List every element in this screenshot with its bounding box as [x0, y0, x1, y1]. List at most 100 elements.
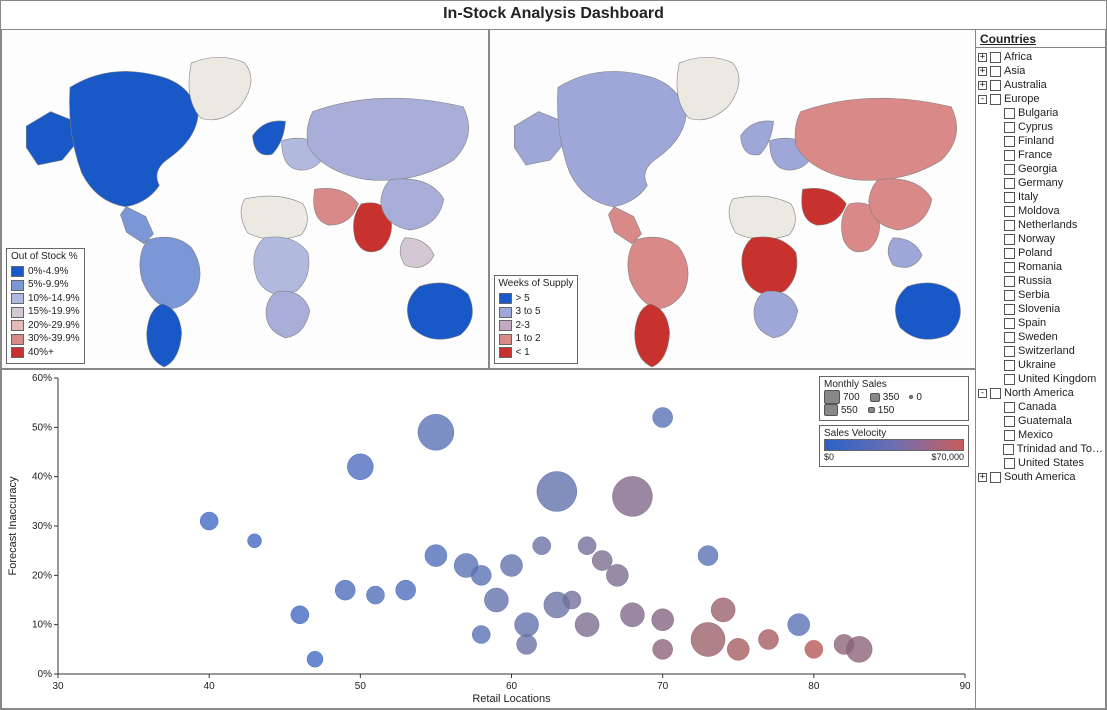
tree-item-europe[interactable]: -Europe: [978, 92, 1103, 106]
tree-item-romania[interactable]: Romania: [978, 260, 1103, 274]
checkbox-icon[interactable]: [1004, 150, 1015, 161]
scatter-point[interactable]: [248, 534, 262, 548]
region-na[interactable]: [557, 71, 686, 206]
scatter-point[interactable]: [578, 537, 596, 555]
scatter-point[interactable]: [620, 603, 644, 627]
tree-item-cyprus[interactable]: Cyprus: [978, 120, 1103, 134]
region-central_am[interactable]: [608, 207, 641, 244]
tree-item-canada[interactable]: Canada: [978, 400, 1103, 414]
scatter-point[interactable]: [537, 471, 577, 511]
legend-item[interactable]: 15%-19.9%: [11, 306, 80, 319]
region-mideast[interactable]: [801, 188, 846, 225]
legend-item[interactable]: 2-3: [499, 320, 574, 333]
region-cafrica[interactable]: [741, 237, 796, 294]
scatter-point[interactable]: [515, 613, 539, 637]
tree-item-united-kingdom[interactable]: United Kingdom: [978, 372, 1103, 386]
scatter-point[interactable]: [846, 636, 872, 662]
checkbox-icon[interactable]: [1004, 220, 1015, 231]
scatter-point[interactable]: [347, 454, 373, 480]
tree-item-moldova[interactable]: Moldova: [978, 204, 1103, 218]
region-weu[interactable]: [740, 121, 773, 155]
legend-item[interactable]: > 5: [499, 293, 574, 306]
tree-item-africa[interactable]: +Africa: [978, 50, 1103, 64]
tree-item-south-america[interactable]: +South America: [978, 470, 1103, 484]
region-sa_north[interactable]: [140, 237, 200, 309]
region-central_am[interactable]: [120, 207, 153, 244]
region-oz[interactable]: [407, 283, 472, 339]
scatter-point[interactable]: [711, 598, 735, 622]
region-cafrica[interactable]: [254, 237, 309, 294]
checkbox-icon[interactable]: [1004, 192, 1015, 203]
checkbox-icon[interactable]: [1004, 304, 1015, 315]
region-na[interactable]: [69, 71, 198, 206]
legend-item[interactable]: 30%-39.9%: [11, 333, 80, 346]
checkbox-icon[interactable]: [1004, 290, 1015, 301]
region-safrica[interactable]: [753, 291, 797, 338]
tree-item-bulgaria[interactable]: Bulgaria: [978, 106, 1103, 120]
checkbox-icon[interactable]: [1004, 430, 1015, 441]
legend-item[interactable]: 5%-9.9%: [11, 279, 80, 292]
checkbox-icon[interactable]: [1004, 178, 1015, 189]
map-out-of-stock[interactable]: Out of Stock % 0%-4.9%5%-9.9%10%-14.9%15…: [1, 29, 489, 369]
scatter-point[interactable]: [652, 609, 674, 631]
legend-item[interactable]: 20%-29.9%: [11, 320, 80, 333]
scatter-point[interactable]: [653, 639, 673, 659]
checkbox-icon[interactable]: [1004, 276, 1015, 287]
checkbox-icon[interactable]: [1004, 318, 1015, 329]
legend-item[interactable]: 1 to 2: [499, 333, 574, 346]
tree-item-australia[interactable]: +Australia: [978, 78, 1103, 92]
tree-item-guatemala[interactable]: Guatemala: [978, 414, 1103, 428]
checkbox-icon[interactable]: [990, 52, 1001, 63]
scatter-point[interactable]: [484, 588, 508, 612]
region-weu[interactable]: [253, 121, 286, 155]
collapse-icon[interactable]: -: [978, 95, 987, 104]
scatter-point[interactable]: [291, 606, 309, 624]
collapse-icon[interactable]: -: [978, 389, 987, 398]
checkbox-icon[interactable]: [1004, 164, 1015, 175]
map-weeks-supply[interactable]: Weeks of Supply > 53 to 52-31 to 2< 1: [489, 29, 977, 369]
scatter-point[interactable]: [366, 586, 384, 604]
scatter-point[interactable]: [653, 407, 673, 427]
legend-item[interactable]: 40%+: [11, 347, 80, 360]
checkbox-icon[interactable]: [1004, 360, 1015, 371]
expand-icon[interactable]: +: [978, 67, 987, 76]
scatter-point[interactable]: [335, 580, 355, 600]
size-legend-item[interactable]: 350: [870, 390, 900, 404]
checkbox-icon[interactable]: [1004, 402, 1015, 413]
checkbox-icon[interactable]: [1004, 374, 1015, 385]
size-legend-item[interactable]: 0: [909, 390, 922, 404]
tree-item-poland[interactable]: Poland: [978, 246, 1103, 260]
tree-item-spain[interactable]: Spain: [978, 316, 1103, 330]
scatter-point[interactable]: [698, 546, 718, 566]
tree-item-slovenia[interactable]: Slovenia: [978, 302, 1103, 316]
tree-item-finland[interactable]: Finland: [978, 134, 1103, 148]
region-russia[interactable]: [795, 98, 957, 180]
scatter-point[interactable]: [563, 591, 581, 609]
region-sa_north[interactable]: [627, 237, 687, 309]
legend-item[interactable]: 3 to 5: [499, 306, 574, 319]
checkbox-icon[interactable]: [990, 94, 1001, 105]
checkbox-icon[interactable]: [990, 388, 1001, 399]
scatter-point[interactable]: [592, 551, 612, 571]
tree-item-asia[interactable]: +Asia: [978, 64, 1103, 78]
checkbox-icon[interactable]: [1004, 332, 1015, 343]
tree-item-france[interactable]: France: [978, 148, 1103, 162]
scatter-point[interactable]: [472, 626, 490, 644]
tree-item-russia[interactable]: Russia: [978, 274, 1103, 288]
tree-item-mexico[interactable]: Mexico: [978, 428, 1103, 442]
tree-item-united-states[interactable]: United States: [978, 456, 1103, 470]
region-nafrica[interactable]: [729, 196, 795, 239]
tree-item-north-america[interactable]: -North America: [978, 386, 1103, 400]
region-sa_south[interactable]: [634, 304, 669, 367]
checkbox-icon[interactable]: [1004, 234, 1015, 245]
region-safrica[interactable]: [266, 291, 310, 338]
scatter-point[interactable]: [471, 565, 491, 585]
tree-item-italy[interactable]: Italy: [978, 190, 1103, 204]
scatter-point[interactable]: [425, 545, 447, 567]
scatter-point[interactable]: [758, 629, 778, 649]
tree-item-ukraine[interactable]: Ukraine: [978, 358, 1103, 372]
legend-item[interactable]: < 1: [499, 347, 574, 360]
checkbox-icon[interactable]: [1004, 136, 1015, 147]
scatter-point[interactable]: [418, 414, 454, 450]
tree-item-netherlands[interactable]: Netherlands: [978, 218, 1103, 232]
